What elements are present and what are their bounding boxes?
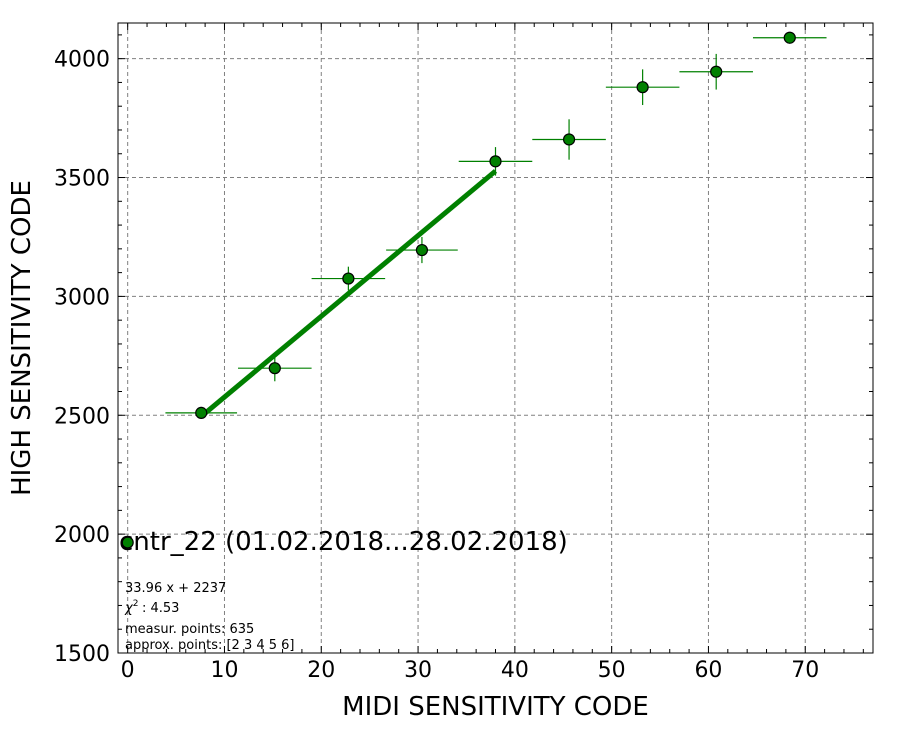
y-tick-label: 3000 bbox=[54, 285, 110, 310]
x-tick-label: 0 bbox=[121, 658, 135, 683]
chi-squared-value: : 4.53 bbox=[142, 601, 179, 616]
y-tick-label: 1500 bbox=[54, 642, 110, 667]
x-tick-label: 20 bbox=[307, 658, 335, 683]
y-tick-label: 4000 bbox=[54, 48, 110, 73]
data-point bbox=[489, 155, 502, 168]
x-tick-labels: 0 10 20 30 40 50 60 70 bbox=[121, 658, 820, 683]
x-tick-label: 70 bbox=[791, 658, 819, 683]
data-point bbox=[121, 536, 134, 549]
data-point bbox=[415, 243, 429, 257]
x-axis-title: MIDI SENSITIVITY CODE bbox=[342, 692, 649, 722]
legend-label: cntr_22 (01.02.2018...28.02.2018) bbox=[119, 527, 568, 557]
y-axis-title: HIGH SENSITIVITY CODE bbox=[7, 180, 37, 496]
fit-line bbox=[199, 169, 498, 419]
x-tick-label: 30 bbox=[404, 658, 432, 683]
y-tick-label: 2000 bbox=[54, 523, 110, 548]
y-tick-label: 3500 bbox=[54, 167, 110, 192]
fit-equation: 33.96 x + 2237 bbox=[125, 581, 226, 596]
data-point bbox=[195, 406, 208, 419]
major-ticks bbox=[118, 23, 873, 654]
error-bars bbox=[127, 37, 827, 544]
data-point bbox=[342, 272, 355, 285]
fit-annotations: 33.96 x + 2237 χ2 : 4.53 measur. points:… bbox=[124, 581, 295, 653]
plot-frame bbox=[117, 22, 874, 654]
approx-points: approx. points: [2 3 4 5 6] bbox=[125, 638, 295, 653]
data-points bbox=[121, 31, 796, 549]
data-point bbox=[562, 133, 576, 146]
y-tick-labels: 1500 2000 2500 3000 3500 4000 bbox=[54, 48, 110, 667]
fit-line-group bbox=[199, 169, 498, 419]
data-point bbox=[783, 31, 796, 44]
measured-points: measur. points: 635 bbox=[125, 622, 254, 637]
data-point bbox=[636, 81, 649, 94]
data-point bbox=[710, 65, 723, 78]
minor-ticks bbox=[118, 23, 873, 653]
x-tick-label: 10 bbox=[210, 658, 238, 683]
x-tick-label: 40 bbox=[501, 658, 529, 683]
chi-squared-symbol: χ2 bbox=[124, 599, 138, 616]
grid bbox=[118, 23, 873, 653]
x-tick-label: 60 bbox=[694, 658, 722, 683]
data-point bbox=[268, 362, 281, 375]
y-tick-label: 2500 bbox=[54, 404, 110, 429]
x-tick-label: 50 bbox=[598, 658, 626, 683]
